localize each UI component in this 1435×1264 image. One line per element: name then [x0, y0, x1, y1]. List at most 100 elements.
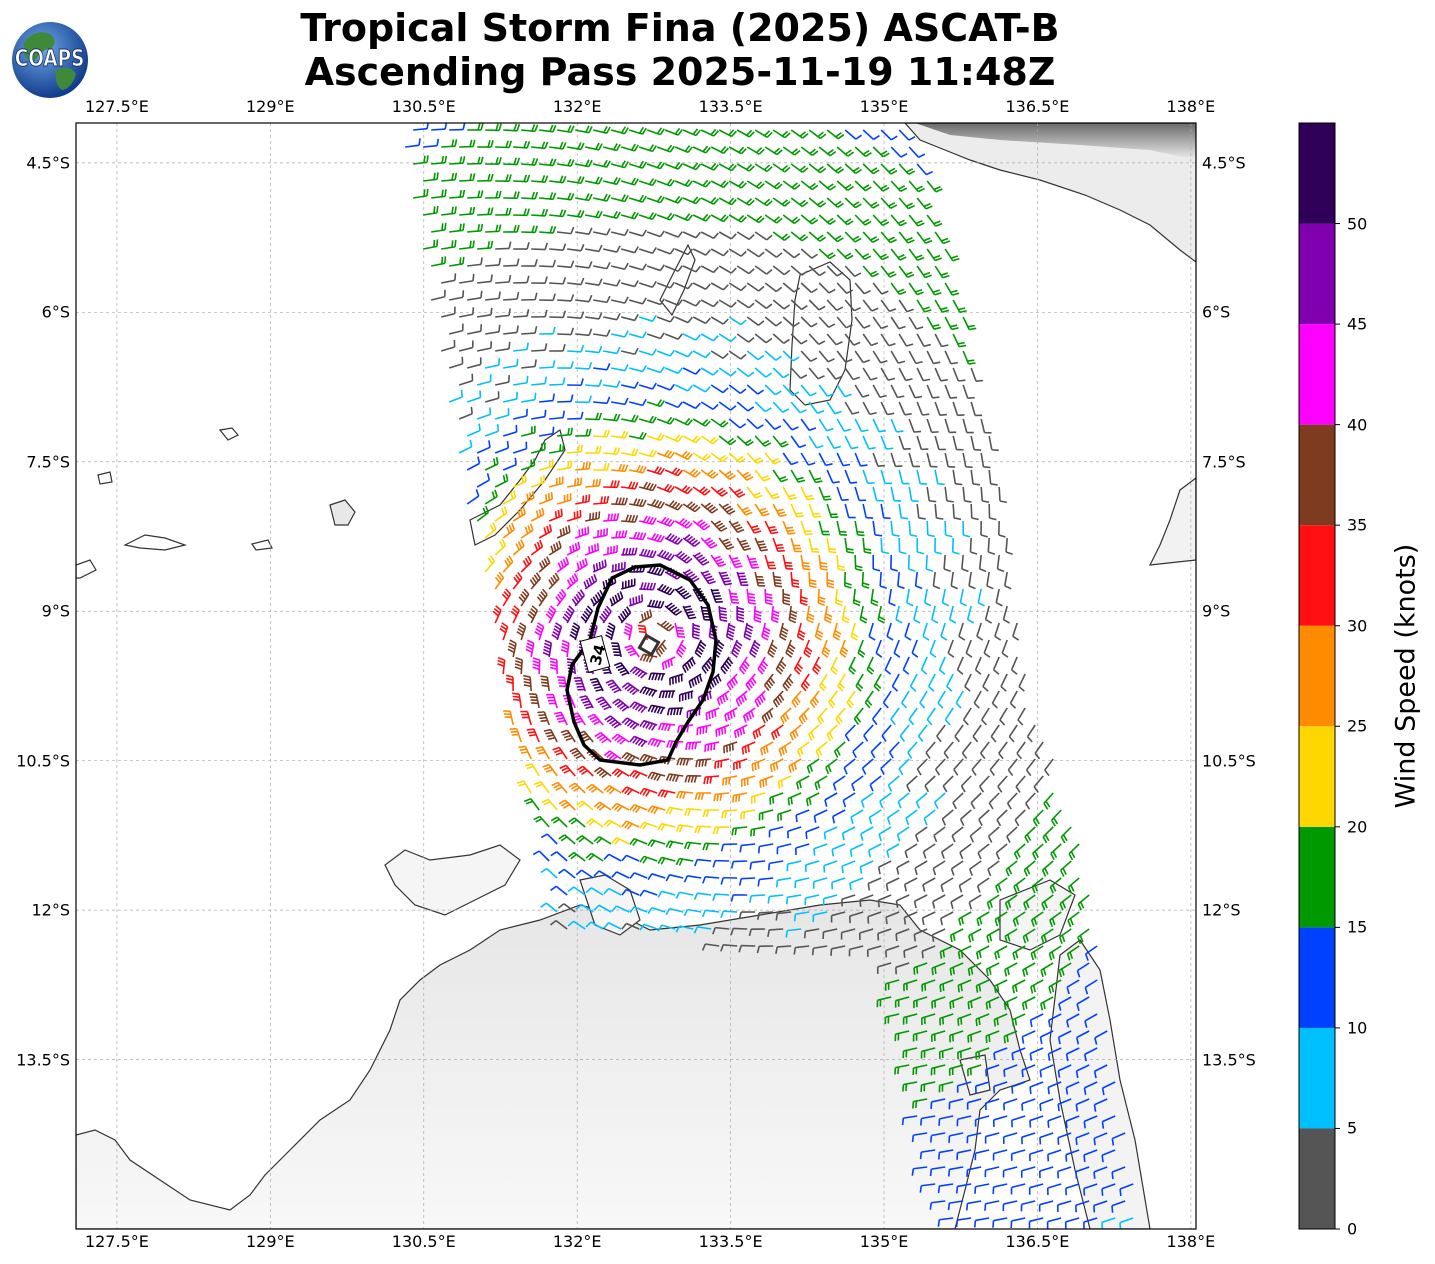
wind-barb — [620, 280, 639, 288]
wind-barb — [736, 129, 755, 138]
wind-barb — [934, 333, 949, 348]
colorbar-bin — [1299, 424, 1335, 526]
wind-barb — [674, 384, 693, 392]
wind-barb — [495, 308, 511, 318]
wind-barb — [603, 313, 621, 321]
wind-barb — [621, 381, 639, 389]
wind-barb — [808, 265, 826, 277]
wind-barb — [728, 554, 743, 569]
wind-barb — [812, 656, 822, 675]
wind-barb — [757, 656, 769, 675]
wind-barb — [844, 129, 863, 140]
wind-barb — [742, 707, 756, 723]
wind-barb — [674, 450, 693, 461]
wind-barb — [998, 486, 1008, 504]
wind-barb — [782, 316, 800, 328]
wind-barb — [518, 588, 530, 607]
wind-barb — [841, 826, 856, 841]
wind-barb — [1075, 1064, 1090, 1079]
wind-barb — [593, 362, 611, 371]
wind-barb — [880, 333, 896, 347]
wind-barb — [953, 758, 964, 776]
wind-barb — [1021, 996, 1036, 1011]
wind-barb — [676, 757, 694, 766]
wind-barb — [575, 125, 593, 134]
wind-barb — [908, 214, 925, 227]
wind-barb — [794, 843, 810, 856]
wind-barb — [868, 622, 876, 641]
wind-barb — [505, 674, 514, 692]
wind-barb — [850, 809, 864, 825]
wind-barb — [746, 452, 764, 464]
wind-barb — [656, 516, 676, 527]
wind-barb — [862, 333, 879, 347]
wind-barb — [746, 418, 764, 430]
wind-barb — [782, 673, 794, 692]
wind-barb — [878, 826, 892, 842]
wind-barb — [991, 690, 1000, 709]
wind-barb — [854, 418, 869, 433]
wind-barb — [818, 418, 834, 432]
wind-barb — [1006, 826, 1018, 843]
wind-barb — [880, 401, 895, 416]
wind-barb — [525, 763, 540, 777]
wind-barb — [567, 277, 585, 286]
wind-barb — [494, 408, 510, 420]
wind-barb — [664, 367, 684, 375]
wind-barb — [754, 299, 773, 310]
wind-barb — [940, 843, 954, 859]
wind-barb — [664, 434, 684, 443]
wind-barb — [769, 758, 784, 773]
wind-barb — [694, 639, 707, 658]
wind-barb — [603, 380, 621, 388]
wind-barb — [754, 503, 770, 517]
wind-barb — [836, 214, 854, 226]
wind-barb — [603, 480, 620, 489]
wind-barb — [476, 473, 491, 488]
colorbar-bin — [1299, 324, 1335, 425]
wind-barb — [790, 435, 807, 449]
wind-barb — [539, 192, 557, 201]
wind-barb — [718, 435, 737, 446]
wind-barb — [586, 783, 604, 794]
wind-barb — [818, 146, 837, 157]
wind-barb — [556, 493, 572, 505]
wind-barb — [808, 231, 826, 242]
wind-barb — [441, 206, 457, 216]
wind-barb — [738, 911, 756, 919]
wind-barb — [430, 289, 446, 301]
wind-barb — [1077, 928, 1090, 945]
wind-barb — [620, 578, 636, 590]
wind-barb — [694, 792, 712, 800]
wind-barb — [682, 299, 701, 307]
wind-barb — [513, 140, 531, 149]
wind-barb — [888, 588, 896, 607]
wind-barb — [800, 452, 816, 466]
wind-barb — [683, 875, 702, 883]
wind-barb — [862, 197, 880, 209]
wind-barb — [1002, 1166, 1018, 1178]
wind-barb — [869, 775, 882, 792]
wind-barb — [692, 519, 711, 531]
wind-barb — [575, 395, 592, 404]
wind-barb — [1021, 1064, 1036, 1078]
wind-barb — [605, 679, 622, 694]
wind-barb — [768, 826, 784, 838]
wind-barb — [558, 799, 576, 811]
wind-barb — [759, 775, 774, 788]
wind-barb — [700, 197, 719, 205]
wind-barb — [1004, 962, 1018, 977]
wind-barb — [664, 602, 683, 616]
wind-barb — [1013, 877, 1026, 894]
wind-barb — [804, 894, 820, 906]
wind-barb — [593, 193, 611, 202]
wind-barb — [908, 452, 920, 468]
wind-barb — [926, 316, 942, 330]
lon-tick-bottom: 133.5°E — [698, 1232, 763, 1251]
wind-barb — [466, 423, 481, 437]
wind-barb — [868, 809, 882, 825]
wind-barb — [593, 295, 611, 304]
wind-barb — [728, 520, 745, 533]
wind-barb — [966, 1098, 982, 1110]
wind-barb — [557, 327, 575, 336]
